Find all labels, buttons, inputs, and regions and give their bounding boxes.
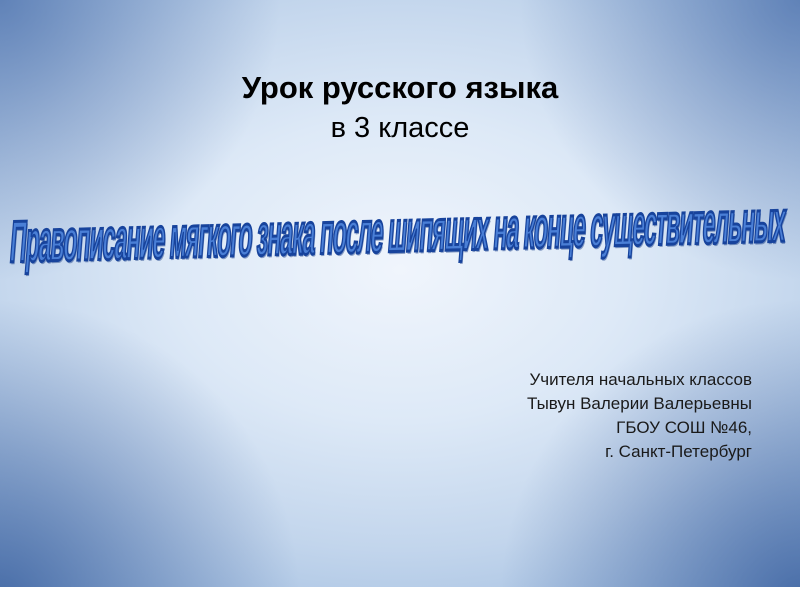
credits-line-name: Тывун Валерии Валерьевны — [526, 394, 752, 413]
credits-line-school: ГБОУ СОШ №46, — [616, 418, 752, 437]
slide-title: Урок русского языка в 3 классе — [0, 68, 800, 148]
credits-line-role: Учителя начальных классов — [529, 370, 752, 389]
slide-bottom-margin — [0, 587, 800, 600]
wordart-container: Правописание мягкого знака после шипящих… — [0, 187, 800, 328]
wordart-subtitle: Правописание мягкого знака после шипящих… — [6, 187, 788, 276]
credits-line-city: г. Санкт-Петербург — [605, 442, 752, 461]
slide-title-line1: Урок русского языка — [241, 70, 559, 105]
slide-title-line2: в 3 классе — [330, 112, 470, 144]
author-credits: Учителя начальных классов Тывун Валерии … — [527, 368, 752, 464]
